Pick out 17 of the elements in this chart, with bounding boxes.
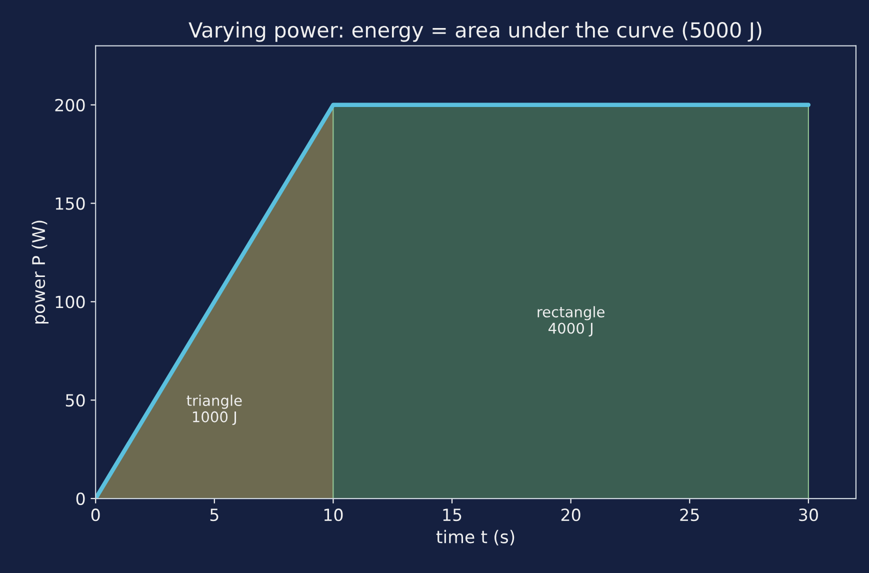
x-tick-label: 30 [799,508,818,522]
annotation: triangle 1000 J [186,394,242,426]
chart-title: Varying power: energy = area under the curve (5000 J) [188,22,762,42]
annotation: rectangle 4000 J [538,306,604,336]
x-tick-label: 0 [91,508,100,522]
y-tick-label: 200 [55,98,85,112]
x-tick-label: 20 [561,508,580,522]
x-tick-label: 25 [680,508,699,522]
x-tick-label: 5 [210,508,218,522]
x-axis-title: time t (s) [436,530,514,546]
y-axis-title: power P (W) [32,220,48,324]
x-tick-label: 10 [324,508,343,522]
y-tick-label: 150 [56,197,85,210]
y-tick-label: 50 [66,394,85,407]
y-tick-label: 100 [56,296,85,308]
x-tick-label: 15 [443,508,462,522]
y-tick-label: 0 [76,492,85,506]
